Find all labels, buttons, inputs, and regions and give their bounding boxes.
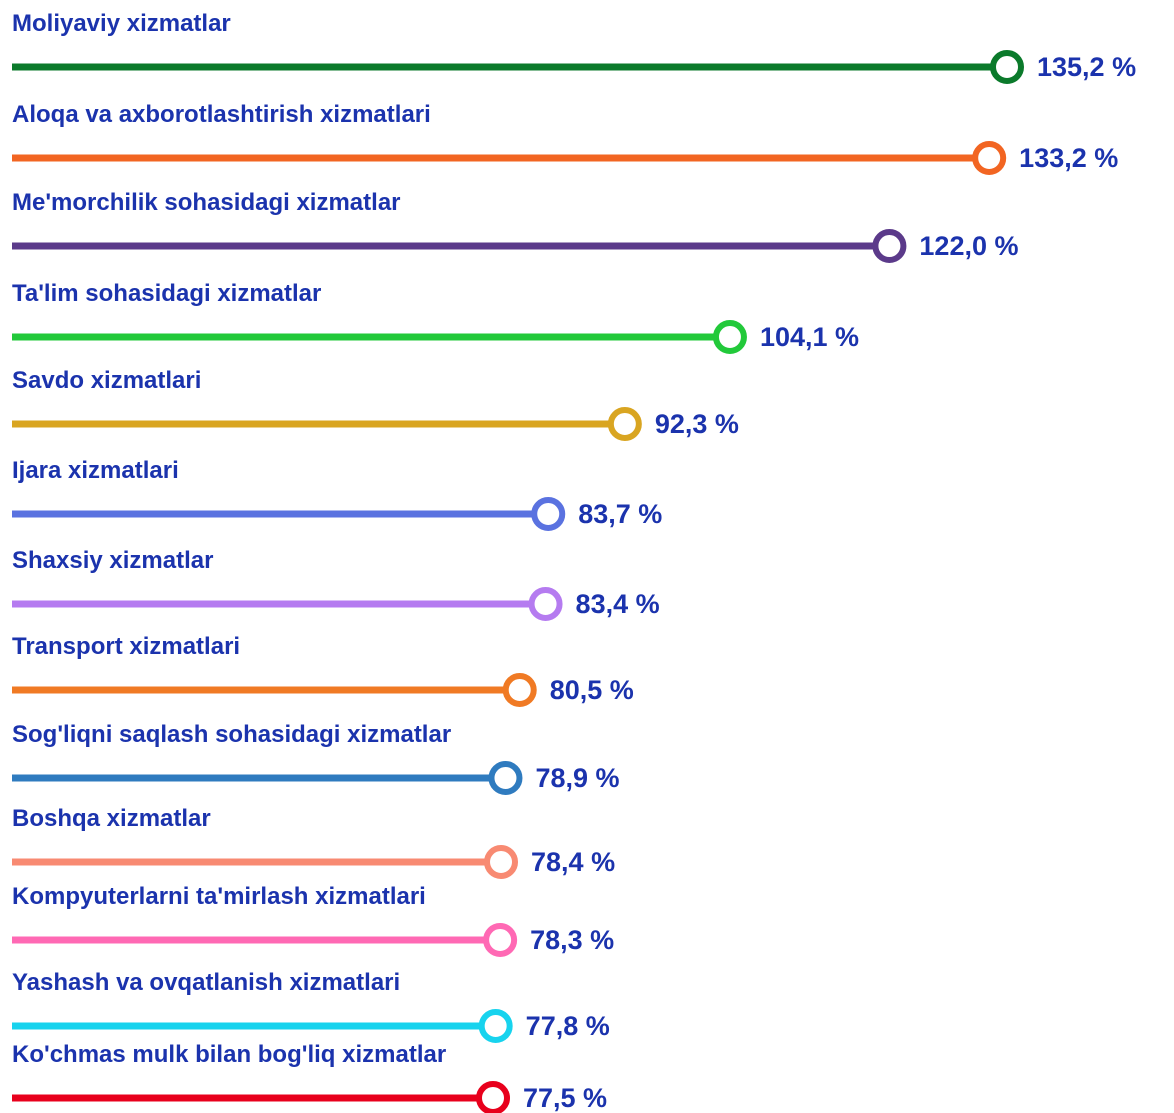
value-label: 83,4 %	[576, 589, 660, 619]
value-label: 78,4 %	[531, 847, 615, 877]
lollipop-head	[528, 587, 563, 621]
lollipop-head	[476, 1081, 510, 1113]
lollipop-head	[872, 229, 907, 263]
value-label: 92,3 %	[655, 409, 739, 439]
value-label: 135,2 %	[1037, 52, 1136, 82]
value-label: 83,7 %	[578, 499, 662, 529]
lollipop-head	[531, 497, 566, 531]
value-label: 77,5 %	[523, 1083, 607, 1113]
category-label: Transport xizmatlari	[12, 633, 240, 660]
value-label: 133,2 %	[1019, 143, 1118, 173]
lollipop-head	[484, 845, 519, 879]
category-label: Ijara xizmatlari	[12, 457, 179, 484]
category-label: Yashash va ovqatlanish xizmatlari	[12, 969, 400, 996]
category-label: Moliyaviy xizmatlar	[12, 10, 231, 37]
value-label: 80,5 %	[550, 675, 634, 705]
category-label: Boshqa xizmatlar	[12, 805, 211, 832]
value-label: 78,3 %	[530, 925, 614, 955]
lollipop-head	[488, 761, 523, 795]
category-label: Kompyuterlarni ta'mirlash xizmatlari	[12, 883, 426, 910]
category-label: Me'morchilik sohasidagi xizmatlar	[12, 189, 401, 216]
category-label: Sog'liqni saqlash sohasidagi xizmatlar	[12, 721, 451, 748]
lollipop-head	[972, 141, 1007, 175]
lollipop-head	[607, 407, 642, 441]
lollipop-head	[483, 923, 518, 957]
lollipop-head	[712, 320, 747, 354]
category-label: Shaxsiy xizmatlar	[12, 547, 213, 574]
category-label: Savdo xizmatlari	[12, 367, 201, 394]
value-label: 78,9 %	[535, 763, 619, 793]
value-label: 104,1 %	[760, 322, 859, 352]
value-label: 77,8 %	[526, 1011, 610, 1041]
lollipop-head	[990, 50, 1024, 84]
value-label: 122,0 %	[919, 231, 1018, 261]
category-label: Ko'chmas mulk bilan bog'liq xizmatlar	[12, 1041, 446, 1068]
lollipop-head	[502, 673, 537, 707]
lollipop-head	[478, 1009, 513, 1043]
category-label: Aloqa va axborotlashtirish xizmatlari	[12, 101, 431, 128]
category-label: Ta'lim sohasidagi xizmatlar	[12, 280, 321, 307]
